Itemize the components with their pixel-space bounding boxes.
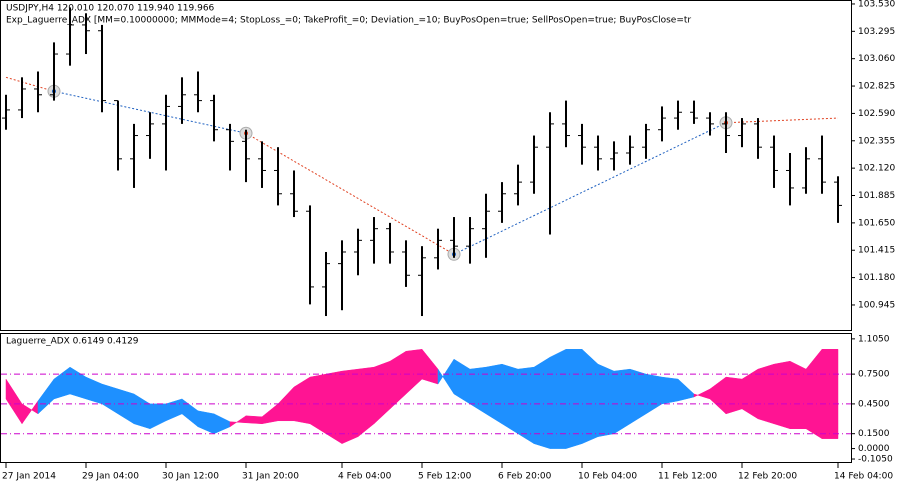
signal-trail	[725, 117, 839, 124]
y-tick-label: 0.4500	[858, 399, 890, 409]
indicator-band	[421, 348, 439, 385]
indicator-band	[293, 376, 311, 425]
y-tick-label: 101.885	[858, 191, 895, 201]
indicator-panel	[0, 333, 852, 463]
indicator-band	[405, 349, 423, 395]
y-tick-label: 102.590	[858, 109, 895, 119]
x-tick-label: 14 Feb 04:00	[834, 472, 893, 482]
indicator-band	[773, 360, 791, 430]
indicator-band	[485, 363, 503, 425]
indicator-band	[101, 383, 119, 415]
x-tick-label: 10 Feb 04:00	[578, 472, 637, 482]
y-tick-label: 101.650	[858, 218, 895, 228]
indicator-band	[133, 393, 151, 430]
y-tick-label: 0.0000	[858, 444, 890, 454]
indicator-band	[741, 368, 759, 420]
indicator-band	[437, 358, 455, 395]
indicator-band	[693, 388, 711, 400]
x-tick-label: 6 Feb 20:00	[498, 472, 552, 482]
signal-trail	[245, 132, 455, 255]
indicator-band	[69, 366, 87, 400]
y-tick-label: 0.7500	[858, 370, 890, 380]
signal-trail	[53, 90, 247, 134]
y-tick-label: 1.1050	[858, 334, 890, 344]
indicator-band	[597, 363, 615, 437]
indicator-band	[85, 376, 103, 405]
indicator-band	[389, 350, 407, 410]
x-tick-label: 29 Jan 04:00	[82, 472, 139, 482]
indicator-band	[757, 363, 775, 425]
indicator-band	[181, 398, 199, 428]
y-tick-label: 101.180	[858, 273, 895, 283]
indicator-band	[789, 360, 807, 429]
x-tick-label: 4 Feb 04:00	[338, 472, 392, 482]
indicator-band	[341, 368, 359, 445]
indicator-area	[1, 348, 851, 449]
y-tick-label: 103.295	[858, 27, 895, 37]
indicator-band	[165, 398, 183, 422]
axes: Laguerre_ADX 0.6149 0.4129 27 Jan 2014 29…	[2, 0, 895, 482]
y-tick-label: 100.945	[858, 300, 895, 310]
indicator-band	[53, 366, 71, 400]
indicator-band	[517, 366, 535, 445]
y-tick-label: 101.415	[858, 246, 895, 256]
indicator-band	[325, 370, 343, 445]
y-tick-label: 102.825	[858, 82, 895, 92]
indicator-band	[581, 348, 599, 445]
indicator-band	[677, 378, 695, 402]
indicator-header: Laguerre_ADX 0.6149 0.4129	[6, 337, 139, 347]
signal-trail	[453, 122, 727, 255]
y-tick-label: 0.1500	[858, 429, 890, 439]
y-tick-label: 103.060	[858, 54, 895, 64]
indicator-band	[645, 373, 663, 415]
x-tick-label: 12 Feb 20:00	[738, 472, 797, 482]
price-area: USDJPY,H4 120.010 120.070 119.940 119.96…	[2, 4, 842, 317]
indicator-band	[229, 415, 247, 428]
indicator-band	[357, 366, 375, 438]
indicator-band	[373, 360, 391, 425]
indicator-band	[117, 388, 135, 425]
y-tick-label: 102.120	[858, 164, 895, 174]
indicator-band	[613, 368, 631, 435]
y-tick-label: 102.355	[858, 136, 895, 146]
expert-header: Exp_Laguerre_ADX [MM=0.10000000; MMMode=…	[6, 16, 691, 26]
y-tick-label: 103.530	[858, 0, 895, 9]
indicator-band	[533, 356, 551, 449]
indicator-band	[5, 378, 23, 425]
x-tick-label: 27 Jan 2014	[2, 472, 56, 482]
indicator-band	[821, 349, 839, 439]
indicator-band	[453, 358, 471, 405]
x-tick-label: 31 Jan 20:00	[242, 472, 299, 482]
x-tick-label: 30 Jan 12:00	[162, 472, 219, 482]
indicator-band	[149, 403, 167, 430]
indicator-band	[629, 368, 647, 425]
indicator-band	[261, 403, 279, 425]
symbol-header: USDJPY,H4 120.010 120.070 119.940 119.96…	[6, 4, 215, 14]
y-tick-label: -0.1050	[858, 455, 893, 465]
indicator-band	[245, 415, 263, 425]
x-tick-label: 5 Feb 12:00	[418, 472, 472, 482]
indicator-band	[197, 410, 215, 435]
indicator-band	[725, 376, 743, 415]
indicator-band	[709, 376, 727, 415]
x-tick-label: 11 Feb 12:00	[658, 472, 717, 482]
indicator-band	[37, 378, 55, 415]
indicator-band	[661, 376, 679, 405]
main-panel	[0, 0, 852, 331]
indicator-band	[213, 413, 231, 435]
indicator-band	[805, 348, 823, 440]
signal-trail	[5, 76, 55, 92]
